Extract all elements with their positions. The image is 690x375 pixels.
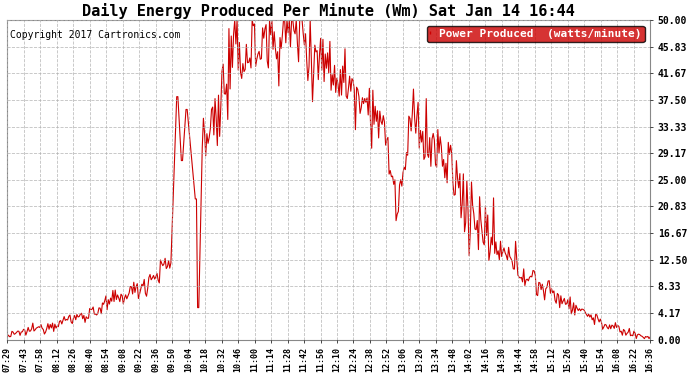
Title: Daily Energy Produced Per Minute (Wm) Sat Jan 14 16:44: Daily Energy Produced Per Minute (Wm) Sa… [82,3,575,19]
Legend: Power Produced  (watts/minute): Power Produced (watts/minute) [426,26,644,42]
Text: Copyright 2017 Cartronics.com: Copyright 2017 Cartronics.com [10,30,181,39]
